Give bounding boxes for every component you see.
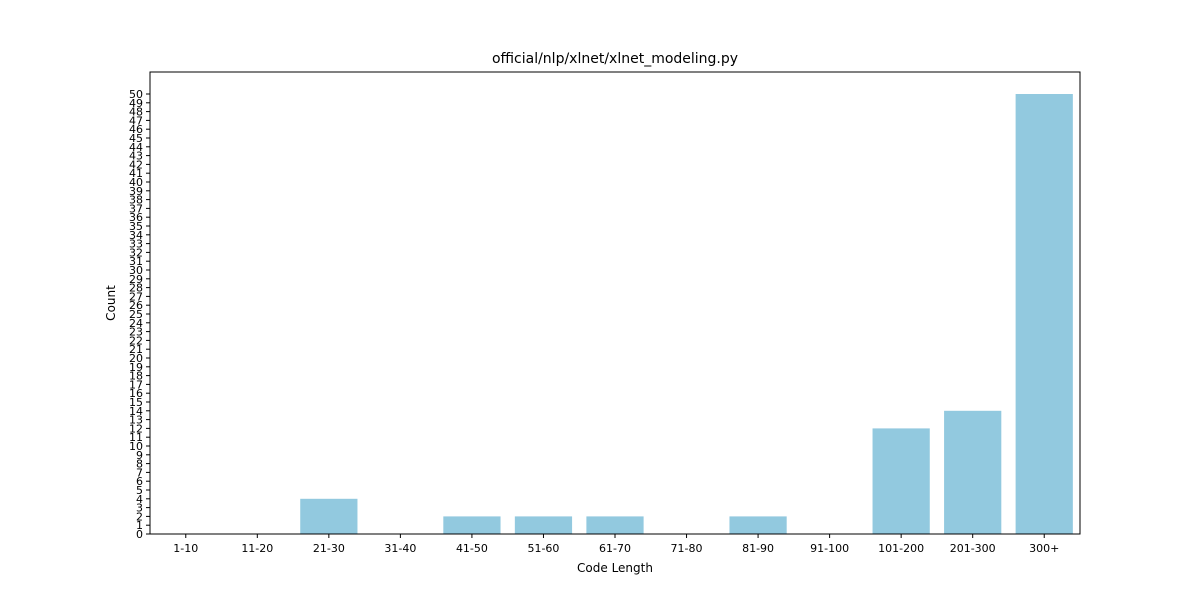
y-tick-label: 29 <box>129 273 143 286</box>
plot-frame <box>149 71 1081 535</box>
y-tick-label: 49 <box>129 97 143 110</box>
y-tick-label: 16 <box>129 387 143 400</box>
y-tick-label: 42 <box>129 158 143 171</box>
chart-title: official/nlp/xlnet/xlnet_modeling.py <box>492 51 738 67</box>
bar-51-60 <box>514 516 573 534</box>
x-tick-label: 300+ <box>1029 542 1059 555</box>
bar-21-30 <box>300 498 358 534</box>
y-tick-label: 39 <box>129 185 143 198</box>
x-tick-label: 101-200 <box>878 542 924 555</box>
y-tick-label: 9 <box>136 449 143 462</box>
x-tick-label: 61-70 <box>599 542 631 555</box>
y-axis-ticks: 0123456789101112131415161718192021222324… <box>129 88 150 541</box>
y-tick-label: 12 <box>129 422 143 435</box>
y-tick-label: 22 <box>129 334 143 347</box>
y-tick-label: 10 <box>129 440 143 453</box>
y-tick-label: 20 <box>129 352 143 365</box>
y-tick-label: 26 <box>129 299 143 312</box>
y-tick-label: 14 <box>129 405 143 418</box>
bar-81-90 <box>729 516 787 534</box>
y-tick-label: 13 <box>129 414 143 427</box>
y-tick-label: 4 <box>136 493 143 506</box>
y-tick-label: 34 <box>129 229 143 242</box>
y-tick-label: 6 <box>136 475 143 488</box>
x-tick-label: 201-300 <box>950 542 996 555</box>
y-tick-label: 31 <box>129 255 143 268</box>
x-tick-label: 41-50 <box>456 542 488 555</box>
bar-300+ <box>1015 94 1073 534</box>
y-tick-label: 41 <box>129 167 143 180</box>
y-tick-label: 43 <box>129 150 143 163</box>
y-tick-label: 47 <box>129 114 143 127</box>
y-tick-label: 48 <box>129 106 143 119</box>
bar-41-50 <box>443 516 501 534</box>
y-tick-label: 0 <box>136 528 143 541</box>
y-tick-label: 17 <box>129 378 143 391</box>
y-tick-label: 8 <box>136 458 143 471</box>
bars-group <box>300 94 1073 534</box>
x-axis-label: Code Length <box>577 561 653 575</box>
y-tick-label: 25 <box>129 308 143 321</box>
y-tick-label: 3 <box>136 502 143 515</box>
y-tick-label: 1 <box>136 519 143 532</box>
y-tick-label: 40 <box>129 176 143 189</box>
y-tick-label: 37 <box>129 202 143 215</box>
y-tick-label: 5 <box>136 484 143 497</box>
y-tick-label: 24 <box>129 317 143 330</box>
x-tick-label: 31-40 <box>384 542 416 555</box>
y-tick-label: 44 <box>129 141 143 154</box>
y-tick-label: 27 <box>129 290 143 303</box>
y-tick-label: 2 <box>136 510 143 523</box>
y-tick-label: 21 <box>129 343 143 356</box>
y-tick-label: 11 <box>129 431 143 444</box>
y-tick-label: 38 <box>129 194 143 207</box>
x-axis-ticks: 1-10 11-20 21-30 31-40 41-50 51-60 61-70 71-80 8… <box>173 534 1059 555</box>
y-tick-label: 45 <box>129 132 143 145</box>
x-tick-label: 91-100 <box>810 542 849 555</box>
bar-201-300 <box>944 410 1002 534</box>
bar-61-70 <box>586 516 644 534</box>
x-tick-label: 21-30 <box>313 542 345 555</box>
y-tick-label: 19 <box>129 361 143 374</box>
bar-101-200 <box>872 428 930 534</box>
y-tick-label: 32 <box>129 246 143 259</box>
y-tick-label: 30 <box>129 264 143 277</box>
y-tick-label: 15 <box>129 396 143 409</box>
y-tick-label: 23 <box>129 326 143 339</box>
y-tick-label: 36 <box>129 211 143 224</box>
x-tick-label: 71-80 <box>671 542 703 555</box>
y-axis-label: Count <box>104 285 118 321</box>
y-tick-label: 33 <box>129 238 143 251</box>
y-tick-label: 18 <box>129 370 143 383</box>
y-tick-label: 28 <box>129 282 143 295</box>
x-tick-label: 11-20 <box>241 542 273 555</box>
x-tick-label: 51-60 <box>527 542 559 555</box>
x-tick-label: 1-10 <box>173 542 198 555</box>
x-tick-label: 81-90 <box>742 542 774 555</box>
y-tick-label: 7 <box>136 466 143 479</box>
y-tick-label: 35 <box>129 220 143 233</box>
y-tick-label: 50 <box>129 88 143 101</box>
y-tick-label: 46 <box>129 123 143 136</box>
